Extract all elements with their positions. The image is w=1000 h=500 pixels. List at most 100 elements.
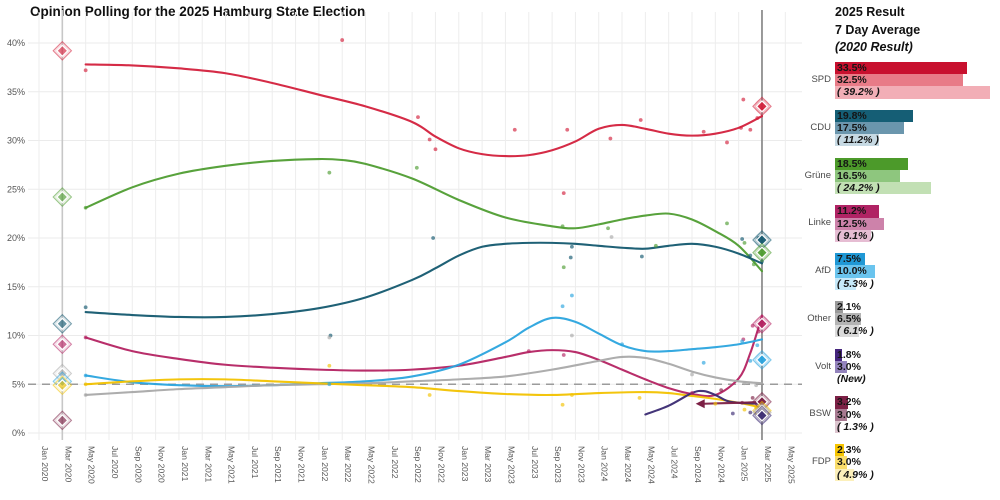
poll-dot-SPD	[340, 38, 345, 42]
average-bar: 10.0%	[835, 265, 875, 278]
svg-text:Sep 2022: Sep 2022	[413, 446, 423, 483]
svg-text:Sep 2023: Sep 2023	[553, 446, 563, 483]
trend-line-CDU	[84, 241, 764, 319]
party-bars: 2.3% 3.0%( 4.9% )	[835, 444, 874, 481]
poll-dot-SPD	[561, 191, 566, 196]
poll-dot-Linke	[83, 335, 88, 340]
svg-text:May 2024: May 2024	[646, 446, 656, 484]
party-label: Other	[807, 312, 831, 324]
svg-text:Mar 2023: Mar 2023	[483, 446, 493, 483]
result-2020-diamond-FDP	[52, 375, 73, 396]
poll-dot-SPD	[725, 140, 729, 145]
result-2025-diamond-AfD	[752, 349, 772, 370]
party-bars: 18.5% 16.5%( 24.2% )	[835, 157, 931, 195]
poll-dot-Grüne	[560, 224, 565, 229]
result-bar-value: 2.3%	[837, 444, 861, 457]
svg-text:Mar 2022: Mar 2022	[343, 446, 353, 483]
poll-dot-SPD	[701, 129, 706, 134]
legend-row-volt: Volt 1.8% 3.0% (New)	[795, 348, 1000, 386]
svg-text:Sep 2024: Sep 2024	[693, 446, 703, 483]
trend-line-SPD	[84, 63, 764, 158]
poll-dot-Grüne	[561, 265, 566, 270]
poll-dot-CDU	[83, 305, 88, 310]
results-panel-header: 2025 Result 7 Day Average (2020 Result)	[835, 4, 920, 57]
result-bar-value: 19.8%	[837, 109, 867, 122]
header-2020-result: (2020 Result)	[835, 40, 913, 54]
results-panel: 2025 Result 7 Day Average (2020 Result) …	[795, 0, 1000, 500]
poll-dot-CDU	[568, 255, 573, 260]
previous-result-bar-value: ( 5.3% )	[837, 277, 874, 290]
poll-dot-Other	[327, 335, 332, 340]
svg-text:10%: 10%	[7, 331, 25, 341]
svg-text:May 2021: May 2021	[227, 446, 237, 484]
poll-dot-Other	[690, 372, 694, 377]
poll-dot-Linke	[690, 391, 694, 395]
poll-dot-BSW	[719, 388, 724, 392]
poll-dot-Other	[570, 333, 574, 338]
previous-result-bar: ( 24.2% )	[835, 181, 931, 195]
party-bars: 19.8% 17.5%( 11.2% )	[835, 109, 914, 147]
poll-dot-SPD	[565, 127, 570, 132]
result-2020-diamond-Grüne	[52, 187, 73, 207]
poll-dot-CDU	[740, 237, 745, 241]
svg-text:Mar 2024: Mar 2024	[623, 446, 633, 483]
legend-row-bsw: BSW 3.2% 3.0%( 1.3% )	[795, 396, 1000, 434]
result-bar: 11.2%	[835, 205, 880, 218]
svg-text:Jul 2024: Jul 2024	[670, 446, 680, 479]
result-bar-value: 1.8%	[837, 348, 861, 361]
svg-text:Mar 2025: Mar 2025	[763, 446, 773, 483]
average-bar-value: 17.5%	[837, 121, 867, 134]
poll-dot-AfD	[755, 343, 760, 348]
poll-dot-Other	[83, 393, 88, 397]
previous-result-bar-value: ( 11.2% )	[837, 134, 879, 147]
poll-dot-SPD	[83, 68, 88, 73]
poll-dot-FDP	[327, 363, 332, 368]
result-2020-diamond-Other	[52, 363, 73, 384]
poll-dot-AfD	[327, 382, 332, 387]
average-bar-value: 3.0%	[837, 408, 861, 421]
poll-dot-SPD	[739, 125, 743, 130]
poll-dot-FDP	[570, 393, 574, 397]
poll-dot-CDU	[431, 236, 436, 240]
previous-result-bar: ( 4.9% )	[835, 468, 874, 481]
legend-row-other: Other 2.1% 6.5%( 6.1% )	[795, 300, 1000, 338]
svg-text:Nov 2023: Nov 2023	[576, 446, 586, 483]
poll-dot-Grüne	[725, 221, 729, 226]
previous-result-bar-value: ( 9.1% )	[837, 229, 874, 242]
poll-dot-CDU	[570, 244, 574, 249]
previous-result-bar-value: ( 39.2% )	[837, 86, 880, 99]
legend-row-afd: AfD 7.5% 10.0%( 5.3% )	[795, 253, 1000, 290]
previous-result-bar: ( 39.2% )	[835, 86, 990, 99]
previous-result-bar-value: ( 6.1% )	[837, 325, 874, 338]
svg-text:Mar 2020: Mar 2020	[63, 446, 73, 483]
party-label: FDP	[812, 456, 831, 468]
result-2020-diamond-CDU	[52, 313, 73, 334]
poll-dot-Other	[609, 235, 614, 239]
svg-text:35%: 35%	[7, 87, 25, 97]
previous-result-bar-value: (New)	[837, 373, 866, 386]
result-bar: 3.2%	[835, 396, 861, 409]
result-bar-value: 18.5%	[837, 157, 867, 170]
svg-text:May 2025: May 2025	[786, 446, 796, 484]
poll-dot-SPD	[748, 127, 753, 132]
poll-dot-FDP	[742, 407, 747, 412]
svg-text:Sep 2021: Sep 2021	[273, 446, 283, 483]
poll-dot-Other	[742, 381, 747, 386]
result-bar: 2.1%	[835, 300, 861, 314]
average-bar-value: 32.5%	[837, 74, 867, 87]
result-bar: 1.8%	[835, 348, 861, 361]
svg-text:30%: 30%	[7, 136, 25, 146]
svg-text:Jan 2025: Jan 2025	[740, 446, 750, 482]
svg-text:Jul 2020: Jul 2020	[110, 446, 120, 479]
trend-line-FDP	[84, 378, 764, 409]
svg-text:Sep 2020: Sep 2020	[133, 446, 143, 483]
previous-result-bar-value: ( 1.3% )	[837, 420, 874, 433]
poll-dot-Volt	[730, 411, 735, 416]
average-bar-value: 16.5%	[837, 169, 867, 182]
svg-text:40%: 40%	[7, 38, 25, 48]
svg-text:May 2023: May 2023	[506, 446, 516, 484]
polling-chart: 0% 5% 10% 15% 20% 25% 30% 35% 40% Jan 2020 Mar 202…	[7, 10, 802, 484]
party-bars: 1.8% 3.0% (New)	[835, 348, 866, 386]
poll-dot-Grüne	[653, 243, 658, 248]
